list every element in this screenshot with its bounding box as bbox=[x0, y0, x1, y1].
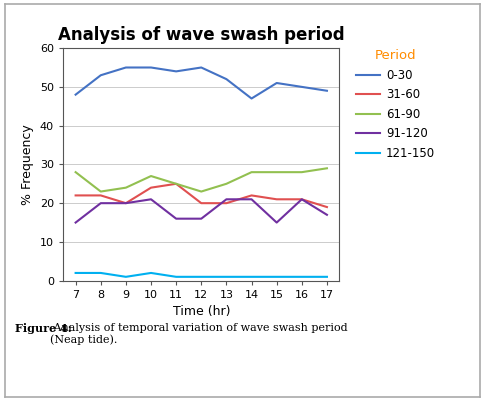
X-axis label: Time (hr): Time (hr) bbox=[172, 305, 229, 318]
Y-axis label: % Frequency: % Frequency bbox=[21, 124, 34, 205]
Legend: 0-30, 31-60, 61-90, 91-120, 121-150: 0-30, 31-60, 61-90, 91-120, 121-150 bbox=[356, 49, 434, 160]
Text: Analysis of temporal variation of wave swash period
(Neap tide).: Analysis of temporal variation of wave s… bbox=[50, 323, 347, 345]
Title: Analysis of wave swash period: Analysis of wave swash period bbox=[58, 26, 344, 44]
Text: Figure 4:: Figure 4: bbox=[15, 323, 71, 334]
